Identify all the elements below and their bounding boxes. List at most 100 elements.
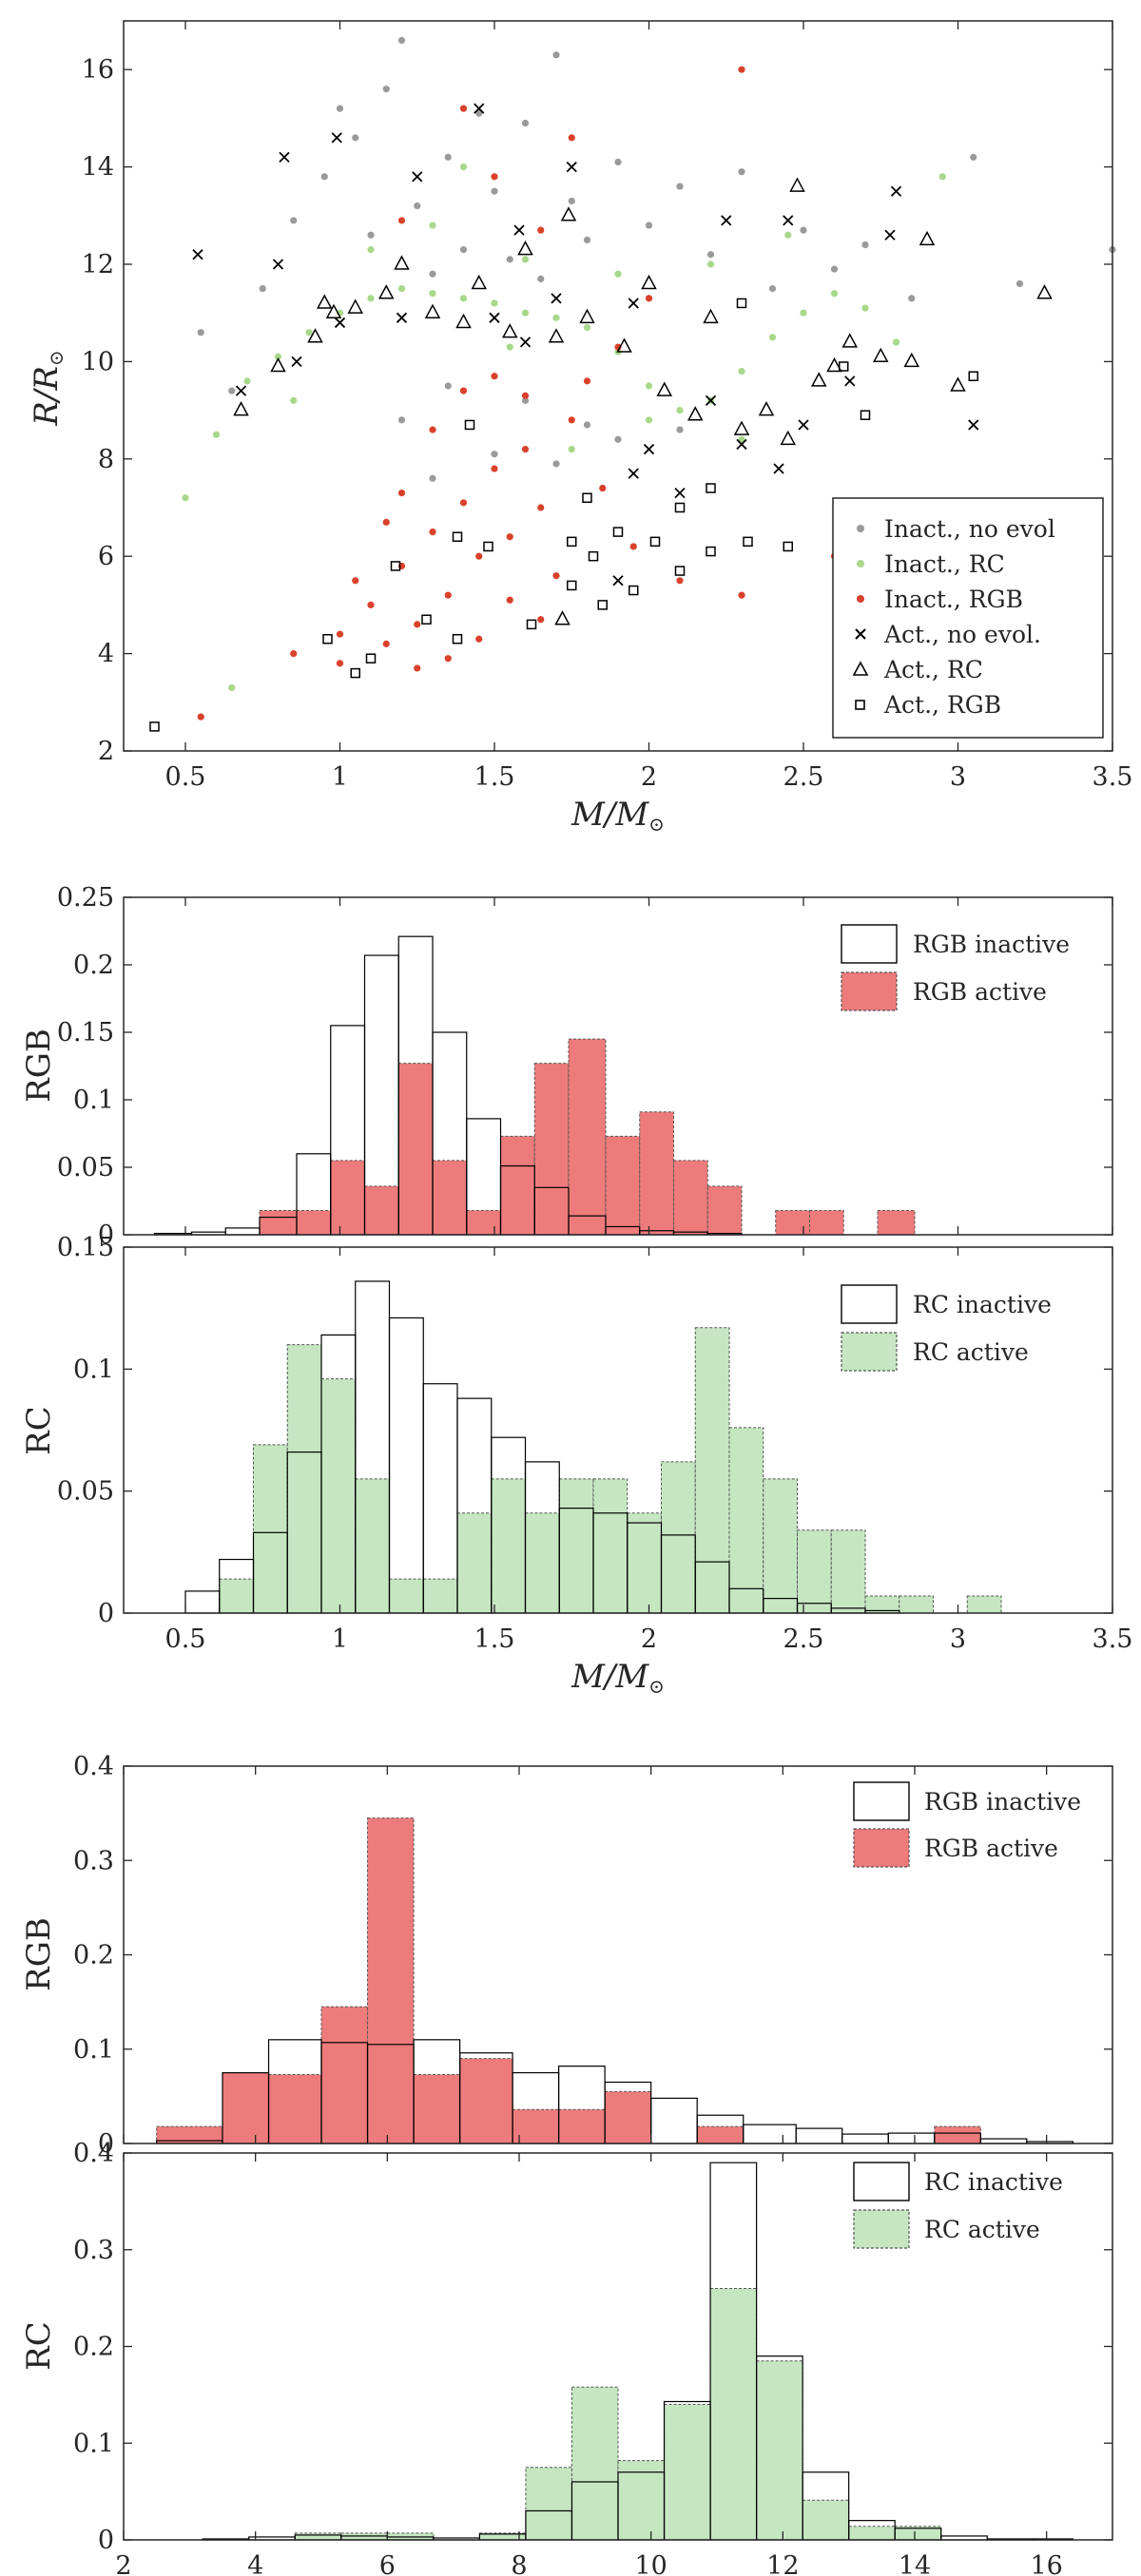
- scatter-point: [521, 445, 530, 453]
- scatter-point: [459, 246, 468, 254]
- scatter-point: [452, 531, 463, 542]
- scatter-point: [643, 443, 655, 455]
- scatter-point: [579, 308, 595, 324]
- scatter-point: [491, 373, 498, 380]
- y-tick-label: 0.25: [57, 883, 114, 913]
- bar-active: [491, 1478, 526, 1614]
- scatter-point: [861, 304, 869, 312]
- y-tick-label: 2: [98, 737, 114, 766]
- scatter-point: [614, 158, 622, 166]
- bar-active: [568, 1038, 607, 1236]
- scatter-point: [676, 577, 684, 585]
- scatter-point: [390, 561, 401, 571]
- scatter-point: [588, 550, 599, 562]
- y-tick-label: 0.2: [73, 951, 114, 980]
- legend-marker-inact-rgb: [857, 595, 864, 603]
- axes-box: [123, 896, 1113, 1236]
- scatter-point: [396, 312, 408, 323]
- scatter-point: [475, 552, 483, 560]
- scatter-point: [336, 630, 344, 638]
- bar-active: [802, 2499, 850, 2541]
- legend-label-rc-active: RC active: [913, 1338, 1029, 1366]
- scatter-point: [483, 541, 493, 552]
- bar-active: [558, 2108, 606, 2144]
- scatter-point: [243, 377, 251, 385]
- scatter-point: [968, 419, 979, 431]
- scatter-point: [784, 231, 792, 239]
- bar-active: [604, 2090, 652, 2144]
- scatter-point: [336, 660, 344, 667]
- y-tick-label: 0: [98, 2129, 114, 2159]
- scatter-point: [506, 256, 513, 263]
- scatter-point: [614, 435, 622, 443]
- scatter-point: [649, 536, 661, 548]
- scatter-point: [583, 421, 591, 429]
- scatter-point: [789, 177, 805, 192]
- scatter-point: [706, 260, 715, 268]
- bar-active: [706, 1185, 743, 1236]
- scatter-point: [444, 153, 452, 161]
- scatter-point: [892, 338, 900, 346]
- scatter-point: [568, 134, 575, 142]
- scatter-point: [599, 484, 607, 492]
- scatter-point: [491, 465, 498, 472]
- bar-active: [330, 1160, 365, 1236]
- legend-marker-act-rc: [852, 661, 869, 676]
- legend-label-inact-rc: Inact., RC: [884, 550, 1005, 578]
- y-tick-label: 0.2: [73, 1941, 114, 1970]
- scatter-point: [970, 153, 977, 161]
- bar-active: [320, 2006, 369, 2144]
- scatter-point: [444, 655, 452, 663]
- legend-swatch-rgb-inactive: [841, 924, 898, 964]
- y-tick-label: 12: [82, 250, 114, 279]
- scatter-point: [537, 275, 545, 282]
- scatter-point: [674, 566, 686, 576]
- scatter-point: [628, 468, 639, 479]
- axes-box: [123, 20, 1113, 752]
- scatter-point: [768, 285, 777, 293]
- scatter-point: [844, 375, 856, 387]
- scatter-point: [798, 419, 809, 431]
- scatter-point: [568, 445, 575, 453]
- y-tick-label: 0.1: [73, 1355, 114, 1384]
- bar-active: [661, 1461, 696, 1614]
- scatter-point: [444, 382, 452, 390]
- bar-active: [320, 1378, 357, 1614]
- scatter-point: [334, 317, 346, 329]
- scatter-point: [583, 323, 591, 332]
- bar-active: [966, 1595, 1002, 1614]
- bar-active: [413, 2074, 461, 2144]
- x-tick-label: 1.5: [474, 762, 515, 792]
- scatter-point: [1015, 279, 1024, 288]
- scatter-point: [676, 407, 684, 414]
- y-tick-label: 0.2: [73, 2333, 114, 2362]
- scatter-point: [429, 270, 436, 278]
- scatter-point: [628, 298, 639, 309]
- scatter-point: [583, 377, 591, 385]
- scatter-point: [521, 309, 530, 317]
- scatter-point: [521, 396, 530, 404]
- scatter-point: [290, 217, 298, 224]
- y-axis-label: RGB: [20, 1028, 58, 1103]
- scatter-point: [367, 231, 375, 239]
- scatter-point: [738, 66, 745, 73]
- scatter-point: [768, 334, 777, 341]
- scatter-point: [645, 221, 653, 229]
- x-tick-label: 4: [247, 2551, 263, 2576]
- x-tick-label: 2.5: [783, 762, 824, 792]
- scatter-point: [645, 295, 653, 302]
- bar-active: [525, 2467, 572, 2541]
- scatter-point: [676, 183, 684, 190]
- y-tick-label: 0.3: [73, 2236, 114, 2265]
- scatter-point: [506, 596, 513, 604]
- x-tick-label: 3: [950, 1624, 966, 1654]
- x-tick-label: 12: [766, 2551, 799, 2576]
- scatter-point: [830, 290, 839, 298]
- bar-active: [253, 1444, 288, 1614]
- scatter-point: [826, 356, 842, 373]
- y-tick-label: 0: [98, 1221, 114, 1250]
- legend-swatch-rc-active-r: [853, 2209, 910, 2249]
- scatter-point: [676, 426, 684, 433]
- scatter-point: [839, 361, 849, 372]
- scatter-point: [780, 430, 797, 446]
